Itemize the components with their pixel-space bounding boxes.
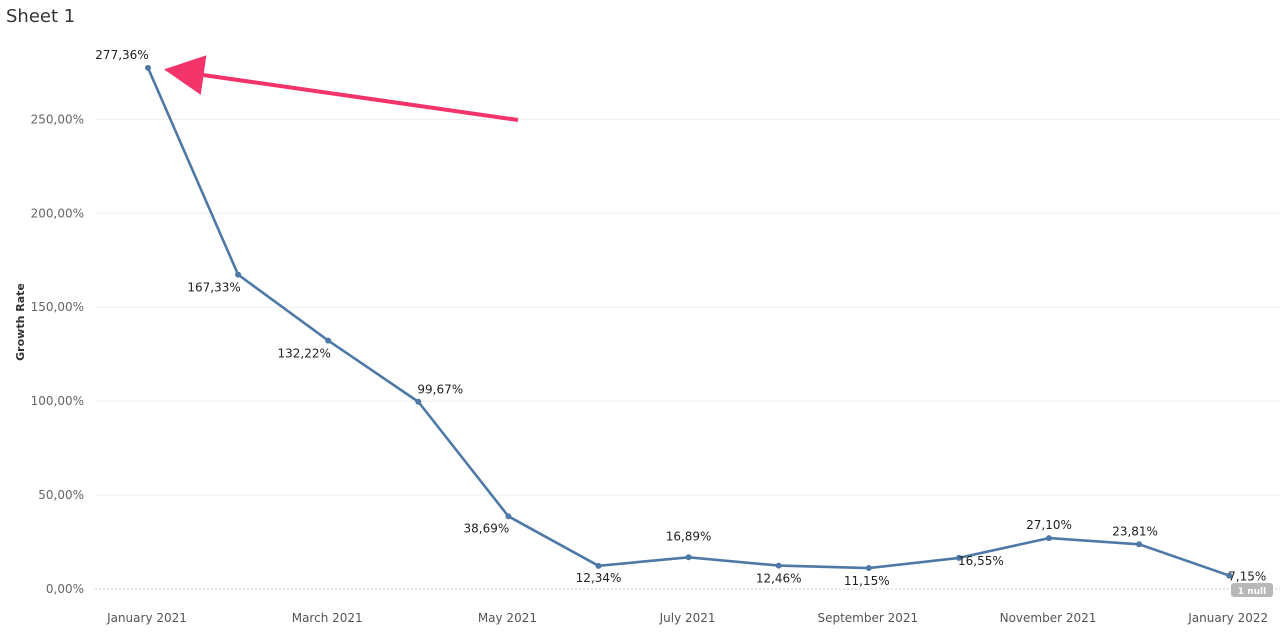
y-tick-label: 200,00% [31,206,84,220]
data-label: 12,34% [576,571,622,585]
data-point[interactable] [1136,541,1143,548]
x-tick-label: September 2021 [817,611,918,625]
y-tick-label: 50,00% [38,488,84,502]
null-badge-label: 1 null [1238,587,1266,597]
x-axis-tick-labels: January 2021 March 2021 May 2021 July 2021 S… [106,611,1268,625]
y-axis-tick-labels: 0,00% 50,00% 100,00% 150,00% 200,00% 250,00% [31,112,84,596]
data-label: 38,69% [464,521,510,535]
data-point[interactable] [235,271,242,278]
data-label: 167,33% [187,281,240,295]
data-label: 7,15% [1228,570,1266,584]
data-points [145,64,1233,579]
x-tick-label: May 2021 [478,611,537,625]
data-label: 27,10% [1026,518,1072,532]
data-label: 11,15% [844,574,890,588]
data-point[interactable] [145,64,151,71]
x-tick-label: July 2021 [659,611,716,625]
annotation-arrow [164,55,519,122]
data-label: 132,22% [278,347,331,361]
data-point[interactable] [595,562,602,569]
data-label: 16,55% [958,554,1004,568]
data-point[interactable] [775,562,782,569]
gridlines [95,118,1280,590]
data-label: 23,81% [1112,524,1158,538]
data-label: 277,36% [95,48,148,62]
data-point[interactable] [415,398,422,405]
y-tick-label: 100,00% [31,394,84,408]
null-badge[interactable]: 1 null [1231,583,1273,597]
data-point[interactable] [865,565,872,572]
data-point[interactable] [505,513,512,520]
data-label: 12,46% [756,572,802,586]
x-tick-label: November 2021 [1000,611,1097,625]
data-point[interactable] [685,554,692,561]
y-axis-title: Growth Rate [14,283,27,361]
y-tick-label: 150,00% [31,300,84,314]
y-tick-label: 0,00% [46,582,84,596]
data-labels: 277,36% 167,33% 132,22% 99,67% 38,69% 12,34% 1… [95,48,1266,588]
data-point[interactable] [325,337,332,344]
data-point[interactable] [1046,535,1052,542]
data-label: 16,89% [666,529,712,543]
y-tick-label: 250,00% [31,112,84,126]
series-line [146,67,1230,577]
data-point[interactable] [1226,572,1233,579]
x-tick-label: January 2021 [106,611,187,625]
sheet-title: Sheet 1 [6,6,76,27]
x-tick-label: January 2022 [1187,611,1268,625]
series-line-group [146,67,1230,577]
x-tick-label: March 2021 [292,611,363,625]
data-point[interactable] [955,554,962,561]
data-label: 99,67% [417,383,463,397]
